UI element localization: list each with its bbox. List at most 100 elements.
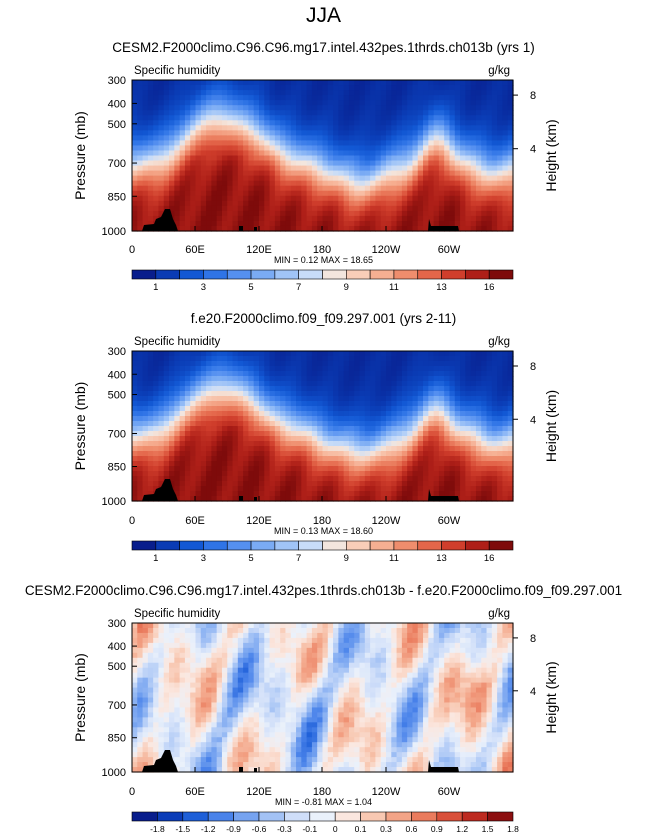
units-label: g/kg [488,65,510,77]
colorbar-box [131,811,158,822]
y-tick-label: 300 [108,618,126,630]
y-tick-label: 1000 [102,496,126,508]
colorbar-box [488,540,514,551]
y-tick-label: 850 [108,191,126,203]
y-tick-label: 400 [108,641,126,653]
y-tick-label: 300 [108,346,126,358]
x-tick-label: 60W [438,786,461,798]
colorbar-label: 0.3 [380,824,392,834]
colorbar-box [322,269,347,280]
colorbar-box [250,540,276,551]
colorbar-label: 11 [389,553,399,564]
colorbar-box [179,269,204,280]
colorbar-box [233,811,260,822]
colorbar-box [298,540,323,551]
colorbar-box [393,269,419,280]
y2-axis-height: 8 4 Height (km) [513,633,559,734]
colorbar-box [487,811,514,822]
colorbar-box [393,540,419,551]
y2-tick-label: 8 [530,633,536,645]
y2-axis-label: Height (km) [543,390,559,462]
colorbar: -1.8 -1.5 -1.2 -0.9 -0.6 -0.3 -0.1 0 0.1 0.3 0.6 0.… [131,811,519,834]
colorbar-label: -1.2 [201,824,216,834]
colorbar-label: 16 [484,553,495,564]
colorbar-label: 0.9 [431,824,443,834]
min-max-stats: MIN = -0.81 MAX = 1.04 [275,797,372,807]
colorbar-box [155,540,180,551]
y-tick-label: 400 [108,98,126,110]
colorbar-box [322,540,347,551]
x-tick-label: 60E [185,786,205,798]
colorbar-label: -0.3 [277,824,292,834]
x-tick-label: 60E [185,515,205,527]
topography-mask [142,750,459,772]
colorbar-box [226,540,252,551]
colorbar-label: 9 [344,553,349,564]
x-tick-label: 60W [438,244,461,256]
x-tick-label: 180 [313,515,331,527]
colorbar-label: 13 [436,553,447,564]
colorbar-label: 1 [153,282,158,293]
colorbar-label: 7 [296,553,301,564]
colorbar-box [284,811,311,822]
main-title: JJA [305,4,341,27]
colorbar-box [182,811,209,822]
colorbar-label: 1.8 [507,824,519,834]
chart-panel-1: CESM2.F2000climo.C96.C96.mg17.intel.432p… [72,40,559,293]
colorbar-label: -1.8 [150,824,165,834]
colorbar-box [131,540,157,551]
colorbar-label: -0.6 [252,824,267,834]
colorbar-box [346,540,371,551]
y2-tick-label: 8 [530,90,536,102]
min-max-stats: MIN = 0.13 MAX = 18.60 [274,526,373,536]
colorbar-box [298,269,323,280]
colorbar-box [131,269,157,280]
x-tick-label: 120E [246,244,272,256]
colorbar-box [411,811,438,822]
y2-tick-label: 4 [530,414,536,426]
colorbar-box [226,269,252,280]
y-axis-label: Pressure (mb) [72,382,88,471]
colorbar-label: 1 [153,553,158,564]
colorbar-label: 3 [201,553,206,564]
colorbar-label: 0.1 [355,824,367,834]
variable-label: Specific humidity [134,65,221,77]
y2-axis-height: 8 4 Height (km) [513,361,559,462]
y-tick-label: 850 [108,462,126,474]
y2-tick-label: 8 [530,361,536,373]
colorbar-box [309,811,336,822]
colorbar-label: 3 [201,282,206,293]
units-label: g/kg [488,608,510,620]
colorbar-label: 13 [436,282,447,293]
colorbar-box [441,540,466,551]
colorbar-box [274,540,299,551]
panel-title: CESM2.F2000climo.C96.C96.mg17.intel.432p… [25,583,622,598]
topography-mask [142,479,459,501]
x-axis-longitude: 0 60E 120E 180 120W 60W [129,496,461,527]
x-tick-label: 60W [438,515,461,527]
y-tick-label: 1000 [102,767,126,779]
y-tick-label: 400 [108,369,126,381]
y-tick-label: 700 [108,429,126,441]
colorbar-box [369,269,395,280]
colorbar-label: 5 [248,282,253,293]
colorbar-box [207,811,234,822]
panel-title: f.e20.F2000climo.f09_f09.297.001 (yrs 2-… [191,311,456,326]
chart-panel-3: CESM2.F2000climo.C96.C96.mg17.intel.432p… [25,583,622,834]
x-tick-label: 180 [313,786,331,798]
colorbar-box [436,811,463,822]
y-tick-label: 1000 [102,226,126,238]
colorbar-label: 0.6 [405,824,417,834]
y-tick-label: 700 [108,158,126,170]
colorbar-label: 1.5 [482,824,494,834]
x-tick-label: 120W [372,515,401,527]
colorbar-box [360,811,387,822]
colorbar-label: 1.2 [456,824,468,834]
units-label: g/kg [488,336,510,348]
colorbar-label: 16 [484,282,495,293]
variable-label: Specific humidity [134,608,221,620]
y2-tick-label: 4 [530,144,536,156]
y-tick-label: 300 [108,75,126,87]
colorbar-label: -1.5 [175,824,190,834]
